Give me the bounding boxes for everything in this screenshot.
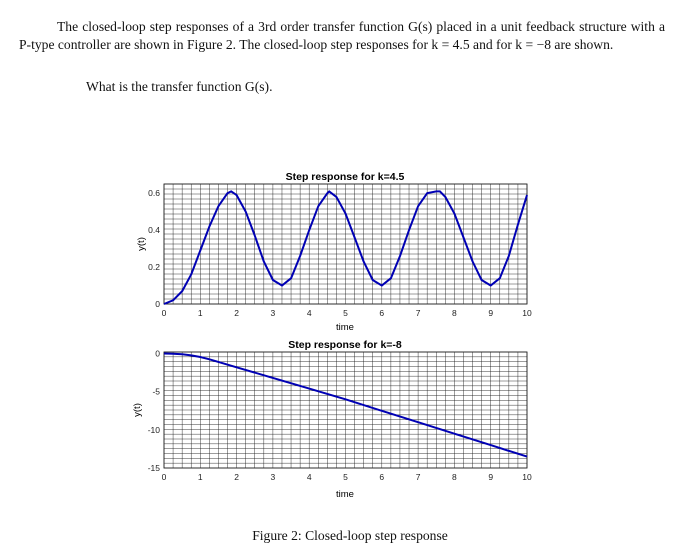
y-tick-labels: 0 0.2 0.4 0.6	[148, 188, 160, 309]
figure-caption: Figure 2: Closed-loop step response	[252, 528, 448, 543]
y-tick-label: 0	[155, 349, 160, 359]
x-tick-label: 5	[343, 472, 348, 482]
series-line	[163, 352, 528, 458]
x-tick-label: 0	[162, 308, 167, 318]
x-tick-label: 3	[271, 472, 276, 482]
chart-k-4-5: Step response for k=4.5 0 1 2 3 4 5 6 7 8 9 10 0 0.…	[136, 171, 532, 333]
x-tick-label: 0	[162, 472, 167, 482]
x-axis-label: time	[336, 489, 354, 500]
x-tick-label: 10	[522, 308, 532, 318]
x-tick-label: 4	[307, 472, 312, 482]
question-text: What is the transfer function G(s).	[86, 79, 273, 94]
x-tick-label: 6	[379, 308, 384, 318]
chart-title: Step response for k=4.5	[286, 171, 405, 183]
x-tick-label: 7	[416, 472, 421, 482]
plot-frame	[163, 351, 528, 469]
x-tick-label: 3	[271, 308, 276, 318]
x-tick-labels: 0 1 2 3 4 5 6 7 8 9 10	[162, 308, 532, 318]
x-tick-label: 5	[343, 308, 348, 318]
y-tick-label: 0.4	[148, 225, 160, 235]
x-tick-label: 9	[488, 472, 493, 482]
y-axis-label: y(t)	[132, 403, 143, 417]
x-tick-label: 8	[452, 472, 457, 482]
y-tick-label: -5	[152, 387, 160, 397]
x-tick-label: 8	[452, 308, 457, 318]
series-line	[163, 190, 528, 305]
y-axis-label: y(t)	[136, 237, 147, 251]
problem-statement: The closed-loop step responses of a 3rd …	[19, 19, 665, 52]
x-axis-label: time	[336, 322, 354, 333]
x-tick-label: 2	[234, 308, 239, 318]
plot-frame	[163, 183, 528, 305]
y-tick-label: 0.6	[148, 188, 160, 198]
x-tick-label: 2	[234, 472, 239, 482]
y-tick-label: 0	[155, 299, 160, 309]
chart-title: Step response for k=-8	[288, 339, 402, 351]
x-tick-labels: 0 1 2 3 4 5 6 7 8 9 10	[162, 472, 532, 482]
x-tick-label: 7	[416, 308, 421, 318]
grid	[163, 183, 528, 305]
x-tick-label: 1	[198, 308, 203, 318]
y-tick-label: -10	[148, 425, 161, 435]
y-tick-label: 0.2	[148, 262, 160, 272]
chart-k-minus-8: Step response for k=-8 0 1 2 3 4 5 6 7 8 9 10 0 -5 -…	[132, 339, 532, 500]
x-tick-label: 4	[307, 308, 312, 318]
x-tick-label: 1	[198, 472, 203, 482]
x-tick-label: 9	[488, 308, 493, 318]
y-tick-label: -15	[148, 463, 161, 473]
x-tick-label: 6	[379, 472, 384, 482]
x-tick-label: 10	[522, 472, 532, 482]
y-tick-labels: 0 -5 -10 -15	[148, 349, 161, 473]
grid	[163, 351, 528, 469]
